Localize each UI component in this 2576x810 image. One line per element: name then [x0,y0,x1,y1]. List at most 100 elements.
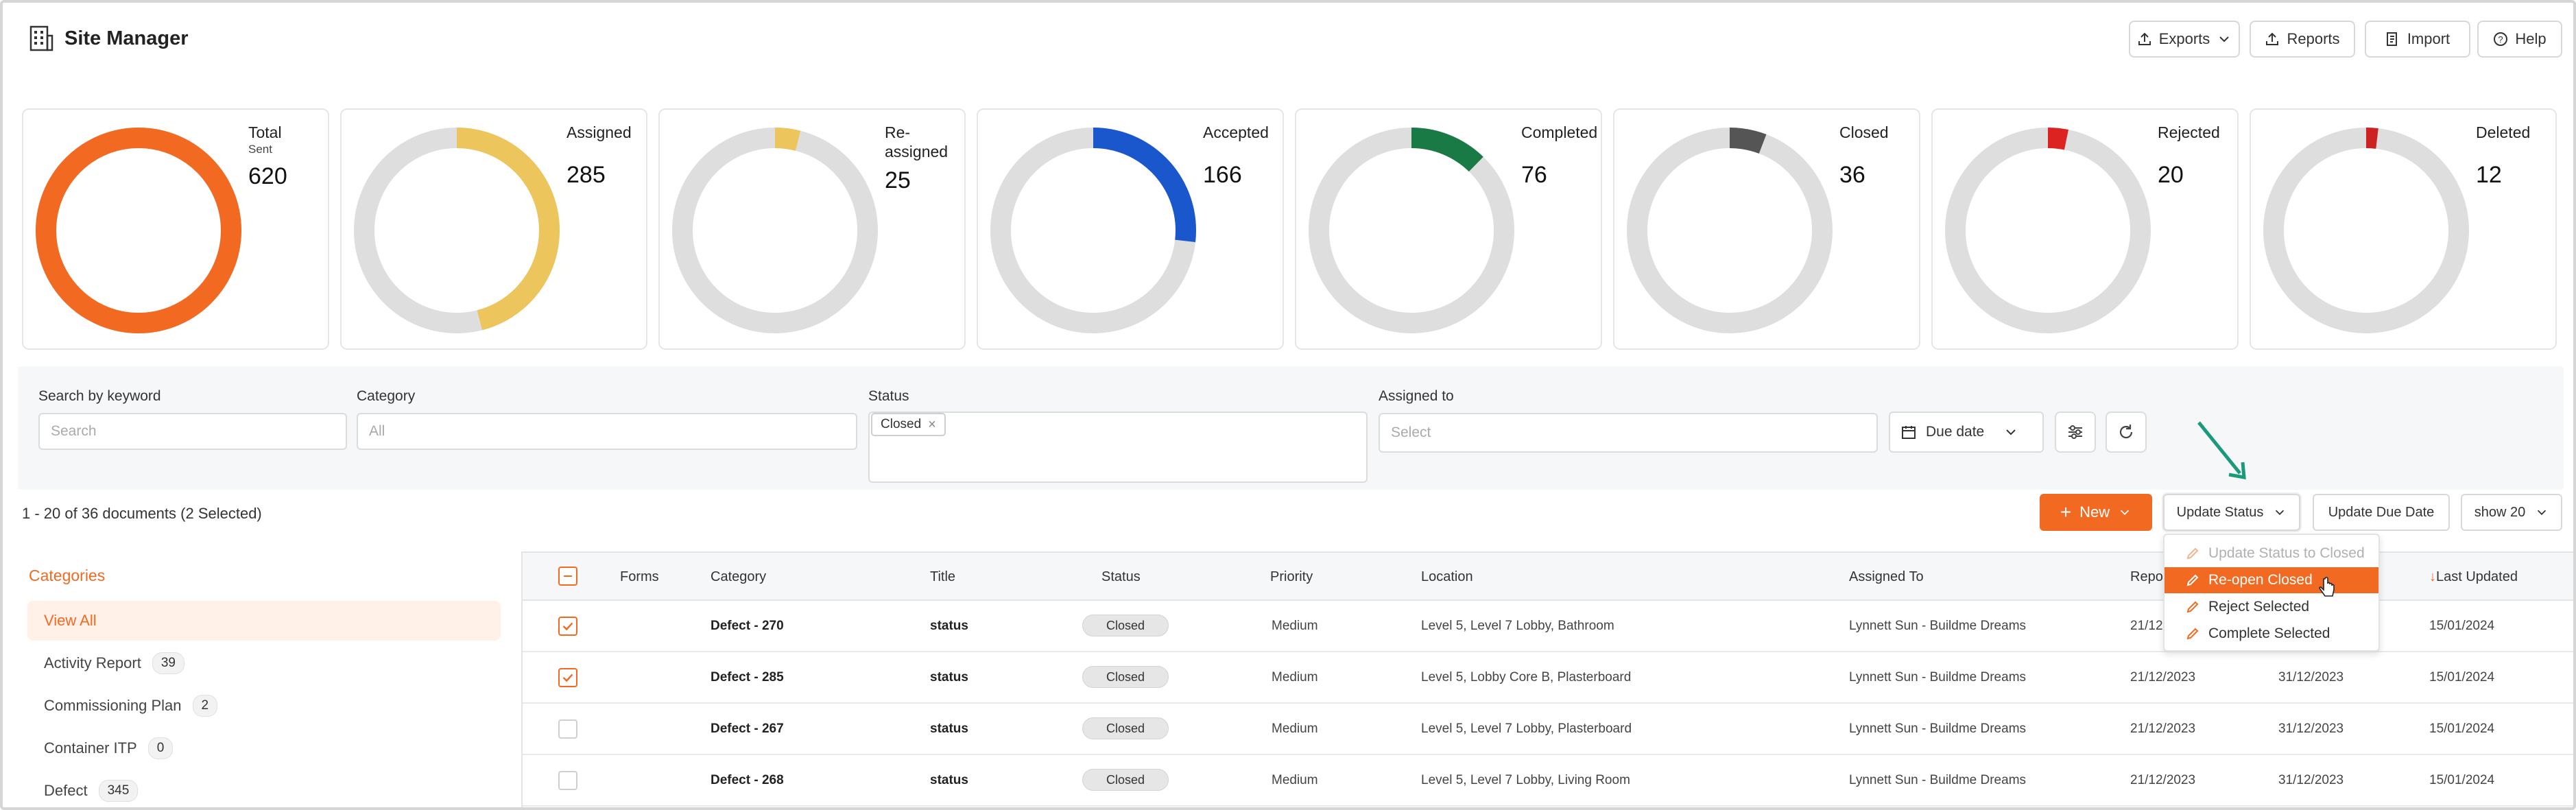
reports-label: Reports [2287,30,2340,47]
donut-chart [1309,128,1514,333]
donut-track [1627,128,1833,333]
cell-priority: Medium [1272,619,1318,633]
remove-chip-icon[interactable]: × [928,416,936,432]
assigned-label: Assigned to [1379,388,1454,404]
stat-card[interactable]: Deleted 12 [2250,108,2557,350]
cell-last-updated: 15/01/2024 [2429,619,2495,633]
stat-value: 36 [1839,162,1865,188]
cell-title: status [930,619,968,633]
sidebar-item-label: Defect [44,782,88,799]
menu-item[interactable]: Complete Selected [2164,621,2378,647]
stat-card[interactable]: Rejected 20 [1931,108,2239,350]
calendar-icon [1902,426,1916,439]
category-select[interactable]: All [357,413,857,450]
stat-label: Closed [1839,123,1889,141]
donut-chart [2263,128,2469,333]
import-button[interactable]: Import [2365,21,2470,58]
stat-card[interactable]: Closed 36 [1613,108,1920,350]
cell-title: status [930,722,968,736]
col-location[interactable]: Location [1421,569,1473,584]
sidebar-item-label: Activity Report [44,654,141,671]
cell-due-date: 31/12/2023 [2278,722,2344,736]
cell-reported: 21/12/2023 [2130,722,2196,736]
stat-card[interactable]: Re-assigned 25 [658,108,966,350]
stat-card[interactable]: Completed 76 [1295,108,1602,350]
stat-label-line2: assigned [885,143,949,160]
cell-last-updated: 15/01/2024 [2429,773,2495,787]
row-checkbox[interactable] [558,617,577,636]
row-checkbox[interactable] [558,771,577,790]
cell-location: Level 5, Level 7 Lobby, Living Room [1421,773,1630,787]
cell-reported: 21/12/2023 [2130,670,2196,684]
stat-label: Accepted [1203,123,1269,141]
donut-chart [36,128,241,333]
row-checkbox[interactable] [558,668,577,687]
help-button[interactable]: ? Help [2477,21,2562,58]
cell-priority: Medium [1272,722,1318,736]
menu-item[interactable]: Reject Selected [2164,594,2378,620]
cell-category: Defect - 285 [711,670,784,684]
table-row[interactable]: Defect - 267 status Medium Level 5, Level 7… [523,704,2573,755]
stat-card[interactable]: Assigned 285 [340,108,647,350]
donut-fill [354,128,560,333]
assigned-select[interactable]: Select [1379,413,1878,453]
table-row[interactable]: Defect - 285 status Medium Level 5, Lobby C… [523,652,2573,704]
donut-fill [2263,128,2469,333]
reset-button[interactable] [2106,412,2147,453]
page-size-select[interactable]: show 20 [2461,494,2562,531]
sidebar-item[interactable]: Container ITP 0 [27,728,501,768]
donut-chart [672,128,878,333]
filter-settings-button[interactable] [2055,412,2096,453]
stat-value: 76 [1521,162,1547,188]
table-row[interactable]: Defect - 270 status Medium Level 5, Level 7… [523,601,2573,652]
update-due-date-button[interactable]: Update Due Date [2313,494,2450,531]
sidebar-item[interactable]: Defect 345 [27,771,501,807]
col-title[interactable]: Title [930,569,956,584]
cell-location: Level 5, Level 7 Lobby, Plasterboard [1421,722,1632,736]
col-forms[interactable]: Forms [620,569,659,584]
stat-value: 620 [248,163,287,189]
select-all-checkbox[interactable] [558,567,577,586]
menu-item: Update Status to Closed [2164,540,2378,567]
cell-priority: Medium [1272,773,1318,787]
sidebar-item[interactable]: View All [27,601,501,641]
donut-track [672,128,878,333]
count-badge: 345 [98,780,139,802]
stat-card[interactable]: Accepted 166 [977,108,1284,350]
keyword-label: Search by keyword [38,388,161,404]
col-priority[interactable]: Priority [1270,569,1313,584]
document-count: 1 - 20 of 36 documents (2 Selected) [22,505,262,522]
stat-sublabel: Sent [248,143,272,156]
check-icon [562,674,573,682]
update-status-button[interactable]: Update Status [2163,494,2300,531]
col-last-updated[interactable]: ↓Last Updated [2429,569,2518,585]
exports-button[interactable]: Exports [2129,21,2240,58]
col-assigned-to[interactable]: Assigned To [1849,569,1924,584]
svg-text:?: ? [2499,34,2503,45]
table-row[interactable]: Defect - 268 status Medium Level 5, Level 7… [523,755,2573,807]
sidebar-item[interactable]: Activity Report 39 [27,643,501,683]
menu-item[interactable]: Re-open Closed [2164,567,2378,593]
cell-title: status [930,773,968,787]
stat-label: Total [248,123,282,141]
col-category[interactable]: Category [711,569,767,584]
pencil-icon [2186,547,2199,560]
col-reported[interactable]: Repor [2130,569,2168,584]
donut-chart [1627,128,1833,333]
new-button[interactable]: + New [2040,494,2152,531]
col-status[interactable]: Status [1101,569,1141,584]
help-label: Help [2515,30,2547,47]
cell-priority: Medium [1272,670,1318,684]
stat-value: 25 [885,167,911,193]
sidebar-item[interactable]: Commissioning Plan 2 [27,686,501,726]
status-multiselect[interactable] [868,412,1368,483]
cell-due-date: 31/12/2023 [2278,773,2344,787]
donut-fill [1945,128,2151,333]
due-date-select[interactable]: Due date [1889,412,2044,453]
search-input[interactable]: Search [38,413,347,450]
reports-button[interactable]: Reports [2250,21,2355,58]
stat-card[interactable]: Total Sent 620 [22,108,329,350]
status-chip[interactable]: Closed × [871,413,946,436]
row-checkbox[interactable] [558,719,577,739]
